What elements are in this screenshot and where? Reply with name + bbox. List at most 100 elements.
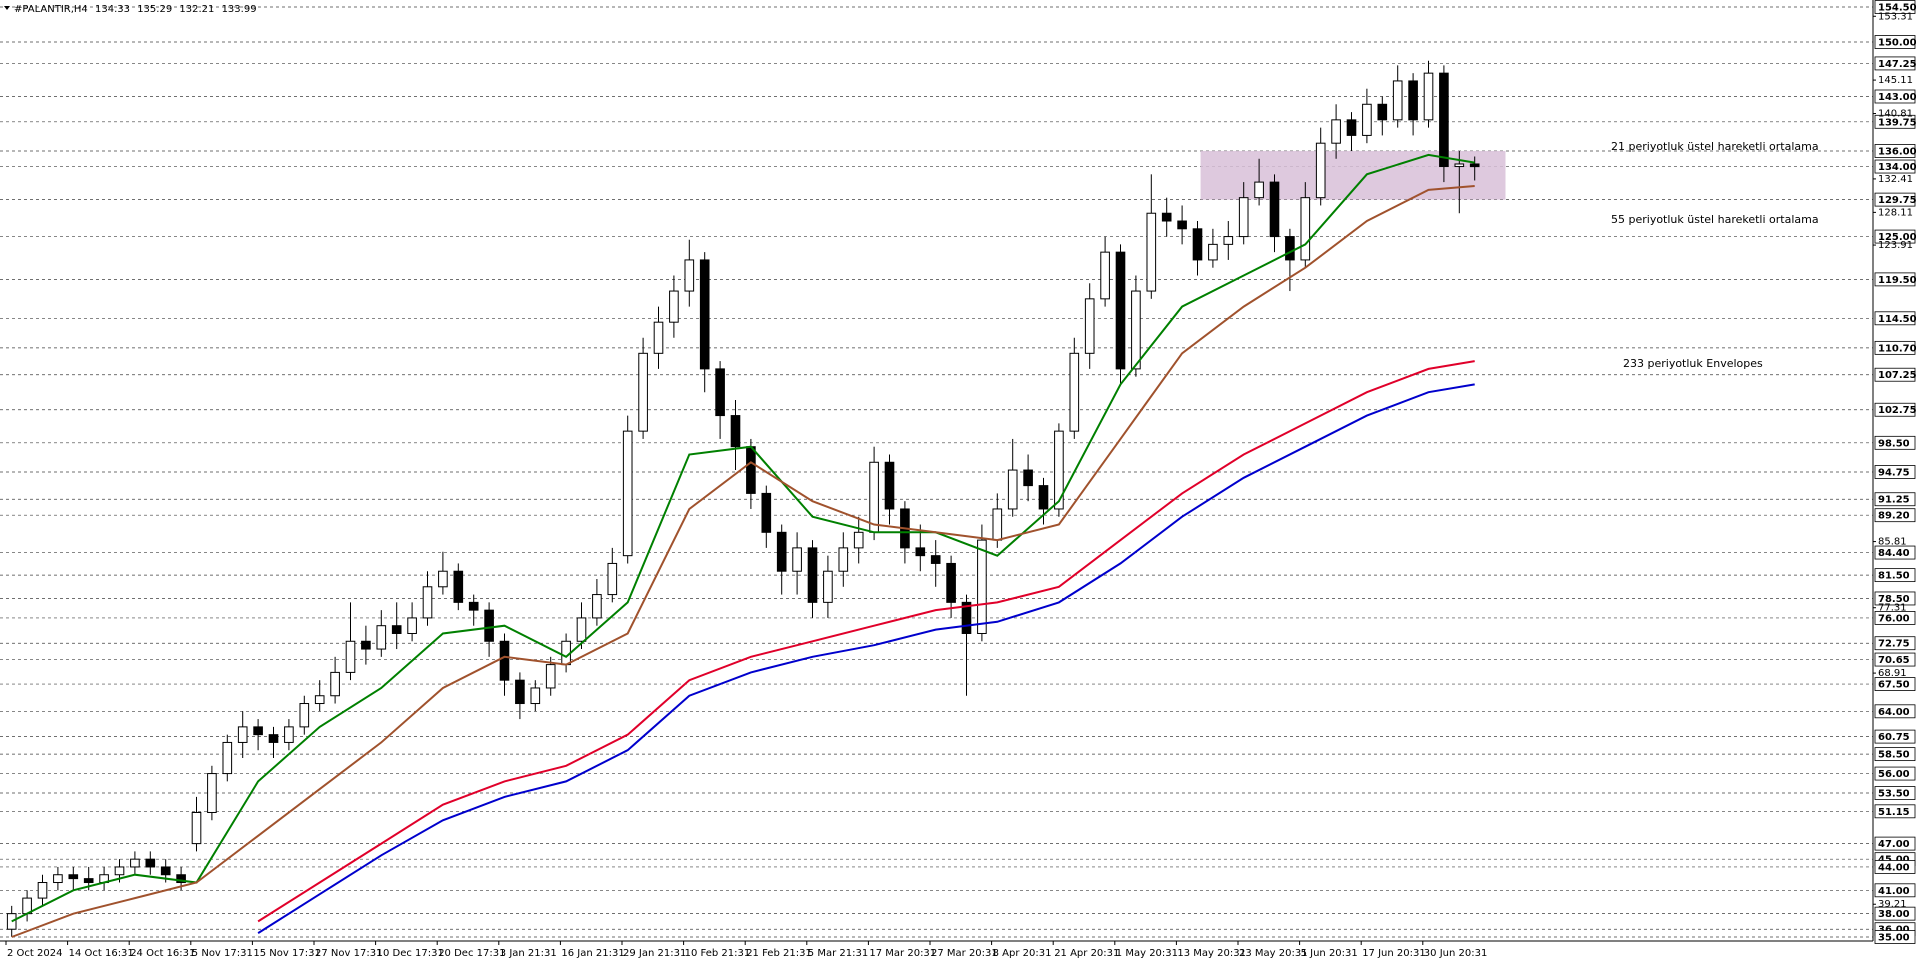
candle-body bbox=[684, 259, 695, 292]
candle-body bbox=[530, 687, 541, 705]
level-label: 44.00 bbox=[1878, 862, 1910, 873]
x-tick-label: 30 Jun 20:31 bbox=[1424, 948, 1488, 959]
y-tick-label: 132.41 bbox=[1878, 174, 1913, 185]
candle-body bbox=[1408, 80, 1418, 121]
level-label-box bbox=[1874, 652, 1916, 667]
candle-body bbox=[499, 640, 510, 681]
annotation: 233 periyotluk Envelopes bbox=[1623, 357, 1763, 370]
y-tick-label: 153.31 bbox=[1878, 11, 1913, 22]
candle-body bbox=[792, 547, 802, 572]
candle-body bbox=[37, 882, 48, 899]
level-label: 154.50 bbox=[1878, 3, 1916, 14]
candle-body bbox=[68, 874, 79, 880]
candle-body bbox=[622, 430, 633, 557]
candle-body bbox=[1177, 220, 1187, 230]
indicator-line bbox=[11, 153, 1475, 923]
candle-body bbox=[592, 594, 602, 619]
y-tick-label: 145.11 bbox=[1878, 75, 1913, 86]
x-tick-label: 5 Mar 21:31 bbox=[808, 948, 868, 959]
candle-body bbox=[1423, 72, 1434, 121]
level-label-box bbox=[1874, 56, 1916, 71]
level-label-box bbox=[1874, 272, 1916, 287]
candle-body bbox=[376, 625, 387, 650]
candle-body bbox=[83, 878, 94, 884]
candle-body bbox=[314, 695, 325, 705]
candle-body bbox=[438, 570, 448, 588]
candle-body bbox=[422, 586, 433, 619]
level-label-box bbox=[1874, 492, 1916, 507]
level-label: 53.50 bbox=[1878, 789, 1910, 800]
candle-body bbox=[1377, 103, 1388, 121]
level-label-box bbox=[1874, 159, 1916, 174]
candle-body bbox=[515, 679, 525, 705]
candle-body bbox=[1238, 197, 1249, 238]
level-label: 60.75 bbox=[1878, 732, 1910, 743]
level-label: 94.75 bbox=[1878, 468, 1910, 479]
candle-body bbox=[1131, 290, 1141, 370]
high: 135.29 bbox=[137, 4, 172, 15]
x-tick-label: 10 Dec 17:31 bbox=[377, 948, 444, 959]
level-label: 51.15 bbox=[1878, 807, 1910, 818]
menu-icon[interactable] bbox=[4, 6, 10, 10]
candle-body bbox=[761, 492, 772, 533]
candle-body bbox=[1285, 236, 1295, 261]
low: 132.21 bbox=[179, 4, 214, 15]
candle-body bbox=[915, 547, 926, 557]
candle-body bbox=[6, 913, 17, 930]
candle-body bbox=[1469, 163, 1480, 168]
candle-body bbox=[299, 703, 310, 728]
candle-body bbox=[391, 625, 402, 634]
level-label-box bbox=[1874, 229, 1916, 244]
candle-body bbox=[130, 858, 140, 868]
indicator-line bbox=[11, 185, 1475, 938]
level-label-box bbox=[1874, 611, 1916, 625]
candle-body bbox=[361, 640, 371, 650]
candle-body bbox=[545, 664, 556, 689]
price-axis: 154.50 150.00 147.25 143.00 139.75 136.00 134.… bbox=[5, 0, 1916, 959]
level-label-box bbox=[1874, 636, 1916, 651]
candle-body bbox=[1100, 251, 1110, 300]
x-tick-label: 29 Jan 21:31 bbox=[623, 948, 686, 959]
level-label-box bbox=[1874, 367, 1916, 382]
candle-body bbox=[330, 671, 340, 697]
candle-body bbox=[992, 508, 1003, 541]
x-tick-label: 17 Jun 20:31 bbox=[1362, 948, 1426, 959]
candle-body bbox=[453, 570, 464, 603]
level-label-box bbox=[1874, 144, 1916, 158]
x-tick-label: 15 Nov 17:31 bbox=[253, 948, 320, 959]
level-label-box bbox=[1874, 836, 1916, 851]
level-label: 58.50 bbox=[1878, 750, 1910, 761]
x-tick-label: 10 Feb 21:31 bbox=[685, 948, 751, 959]
x-tick-label: 17 Mar 20:31 bbox=[869, 948, 936, 959]
candle-body bbox=[1331, 119, 1341, 144]
candle-body bbox=[1115, 251, 1126, 370]
candle-body bbox=[253, 726, 263, 736]
level-label-box bbox=[1874, 435, 1916, 450]
candle-body bbox=[1007, 469, 1018, 510]
level-label: 70.65 bbox=[1878, 655, 1910, 666]
level-label: 89.20 bbox=[1878, 511, 1910, 522]
level-label-box bbox=[1874, 747, 1916, 762]
level-label: 35.00 bbox=[1878, 933, 1910, 944]
candle-body bbox=[160, 866, 171, 876]
level-lines bbox=[0, 6, 1873, 938]
x-tick-label: 2 Oct 2024 bbox=[7, 948, 62, 959]
candle-body bbox=[114, 866, 125, 876]
level-label: 78.50 bbox=[1878, 594, 1910, 605]
header: #PALANTIR,H4 134.33 135.29 132.21 133.99 bbox=[14, 4, 257, 15]
level-label: 81.50 bbox=[1878, 571, 1910, 582]
candle-body bbox=[730, 415, 741, 448]
candle-body bbox=[284, 726, 294, 743]
annotation: 55 periyotluk üstel hareketli ortalama bbox=[1611, 213, 1819, 226]
x-tick-label: 3 Jan 21:31 bbox=[500, 948, 557, 959]
level-label-box bbox=[1874, 545, 1916, 560]
candle-body bbox=[576, 617, 587, 642]
x-tick-label: 5 Nov 17:31 bbox=[192, 948, 253, 959]
candle-body bbox=[176, 874, 186, 884]
close: 133.99 bbox=[222, 4, 257, 15]
level-label-box bbox=[1874, 591, 1916, 606]
level-label-box bbox=[1874, 35, 1916, 49]
level-label: 147.25 bbox=[1878, 59, 1916, 70]
candle-body bbox=[1269, 181, 1280, 238]
y-tick-label: 140.81 bbox=[1878, 109, 1913, 120]
